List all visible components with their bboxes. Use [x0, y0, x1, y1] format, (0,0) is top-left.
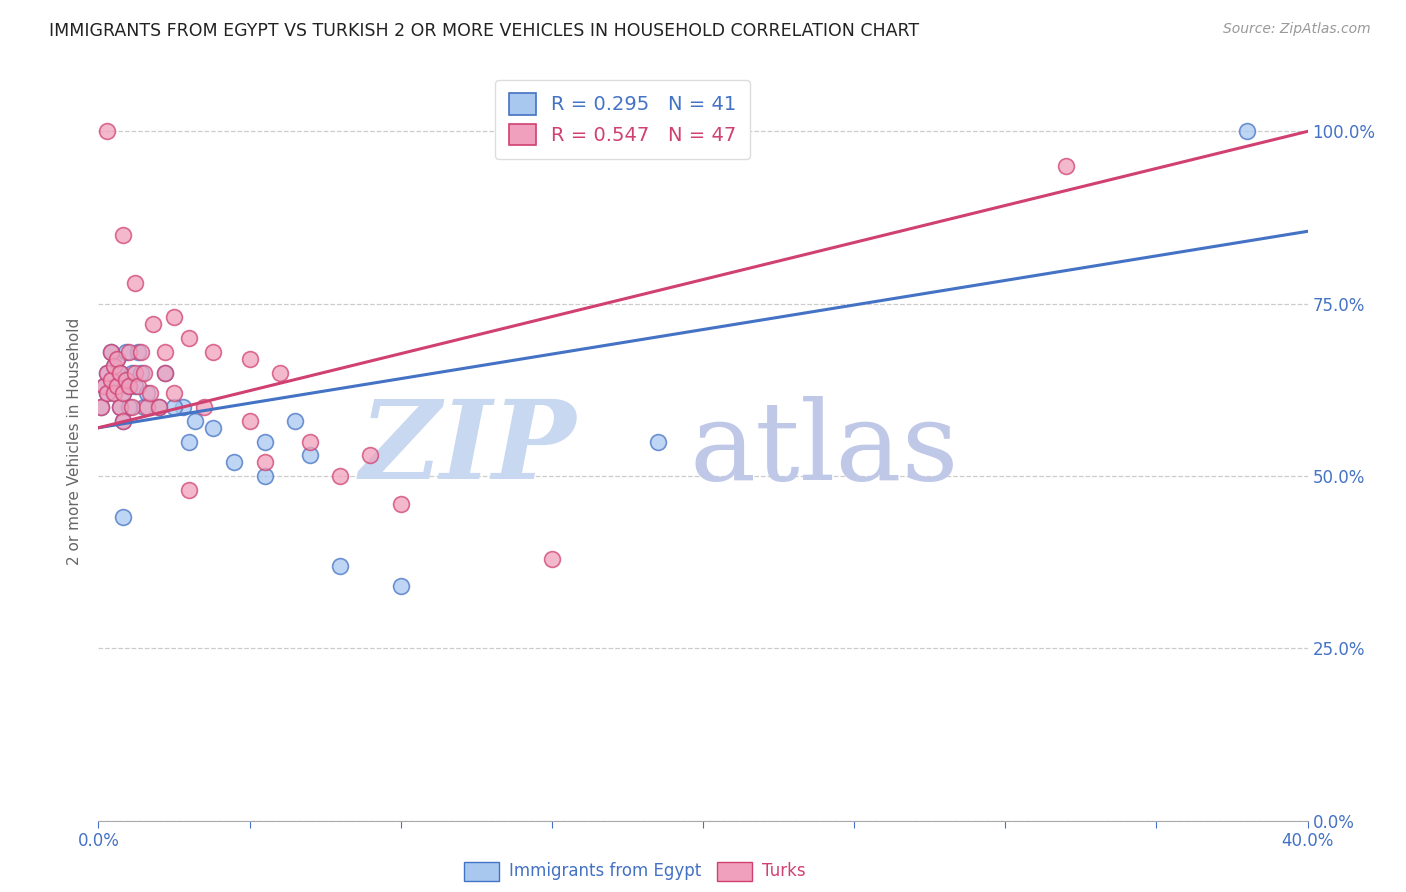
Point: [105, 351, 128, 366]
Point: [540, 551, 562, 566]
Point: [100, 372, 122, 386]
Point: [111, 510, 134, 524]
Point: [132, 366, 155, 380]
Text: IMMIGRANTS FROM EGYPT VS TURKISH 2 OR MORE VEHICLES IN HOUSEHOLD CORRELATION CHA: IMMIGRANTS FROM EGYPT VS TURKISH 2 OR MO…: [49, 22, 920, 40]
Point: [132, 400, 155, 414]
Point: [127, 345, 149, 359]
Point: [103, 386, 125, 401]
Text: Source: ZipAtlas.com: Source: ZipAtlas.com: [1223, 22, 1371, 37]
Text: atlas: atlas: [689, 396, 959, 502]
Point: [253, 434, 276, 449]
Point: [108, 400, 131, 414]
Point: [299, 448, 322, 462]
Point: [108, 400, 131, 414]
Point: [96, 366, 118, 380]
Point: [163, 400, 186, 414]
Point: [124, 276, 146, 290]
Point: [111, 227, 134, 242]
Point: [118, 379, 141, 393]
Point: [153, 366, 176, 380]
Point: [96, 386, 118, 401]
Point: [184, 414, 207, 428]
Point: [163, 310, 186, 325]
Point: [148, 400, 170, 414]
Point: [121, 400, 143, 414]
Point: [114, 345, 136, 359]
Legend: R = 0.295   N = 41, R = 0.547   N = 47: R = 0.295 N = 41, R = 0.547 N = 47: [495, 79, 751, 159]
Point: [105, 379, 128, 393]
FancyBboxPatch shape: [464, 862, 499, 881]
Point: [129, 366, 152, 380]
Point: [93, 379, 115, 393]
Point: [90, 400, 112, 414]
Point: [105, 379, 128, 393]
Text: ZIP: ZIP: [360, 395, 576, 503]
Point: [389, 579, 412, 593]
Point: [111, 386, 134, 401]
Point: [299, 434, 322, 449]
Point: [224, 455, 246, 469]
Point: [103, 359, 125, 373]
FancyBboxPatch shape: [717, 862, 752, 881]
Point: [360, 448, 382, 462]
Point: [111, 414, 134, 428]
Point: [153, 366, 176, 380]
Point: [114, 372, 136, 386]
Point: [100, 345, 122, 359]
Point: [135, 386, 157, 401]
Point: [124, 366, 146, 380]
Point: [239, 351, 262, 366]
Point: [96, 124, 118, 138]
Point: [108, 366, 131, 380]
Point: [179, 434, 201, 449]
Point: [127, 379, 149, 393]
Point: [139, 386, 162, 401]
Point: [124, 379, 146, 393]
Point: [118, 379, 141, 393]
Point: [108, 366, 131, 380]
Point: [179, 331, 201, 345]
Point: [202, 421, 225, 435]
Point: [1236, 124, 1258, 138]
Point: [93, 379, 115, 393]
Point: [202, 345, 225, 359]
Point: [103, 386, 125, 401]
Point: [179, 483, 201, 497]
Point: [135, 400, 157, 414]
Point: [163, 386, 186, 401]
Text: Immigrants from Egypt: Immigrants from Egypt: [509, 863, 702, 880]
Point: [142, 318, 165, 332]
Point: [111, 414, 134, 428]
Point: [105, 351, 128, 366]
Point: [114, 372, 136, 386]
Point: [111, 386, 134, 401]
Point: [103, 359, 125, 373]
Point: [253, 455, 276, 469]
Point: [284, 414, 307, 428]
Point: [389, 497, 412, 511]
Point: [269, 366, 291, 380]
Point: [148, 400, 170, 414]
Point: [96, 386, 118, 401]
Point: [118, 400, 141, 414]
Point: [121, 366, 143, 380]
Point: [329, 469, 352, 483]
Point: [172, 400, 194, 414]
Point: [100, 372, 122, 386]
Point: [118, 345, 141, 359]
Point: [129, 345, 152, 359]
Point: [329, 558, 352, 573]
Text: Turks: Turks: [762, 863, 806, 880]
Point: [647, 434, 669, 449]
Y-axis label: 2 or more Vehicles in Household: 2 or more Vehicles in Household: [67, 318, 83, 566]
Point: [193, 400, 215, 414]
Point: [253, 469, 276, 483]
Point: [90, 400, 112, 414]
Point: [239, 414, 262, 428]
Point: [153, 345, 176, 359]
Point: [96, 366, 118, 380]
Point: [100, 345, 122, 359]
Point: [1054, 159, 1077, 173]
